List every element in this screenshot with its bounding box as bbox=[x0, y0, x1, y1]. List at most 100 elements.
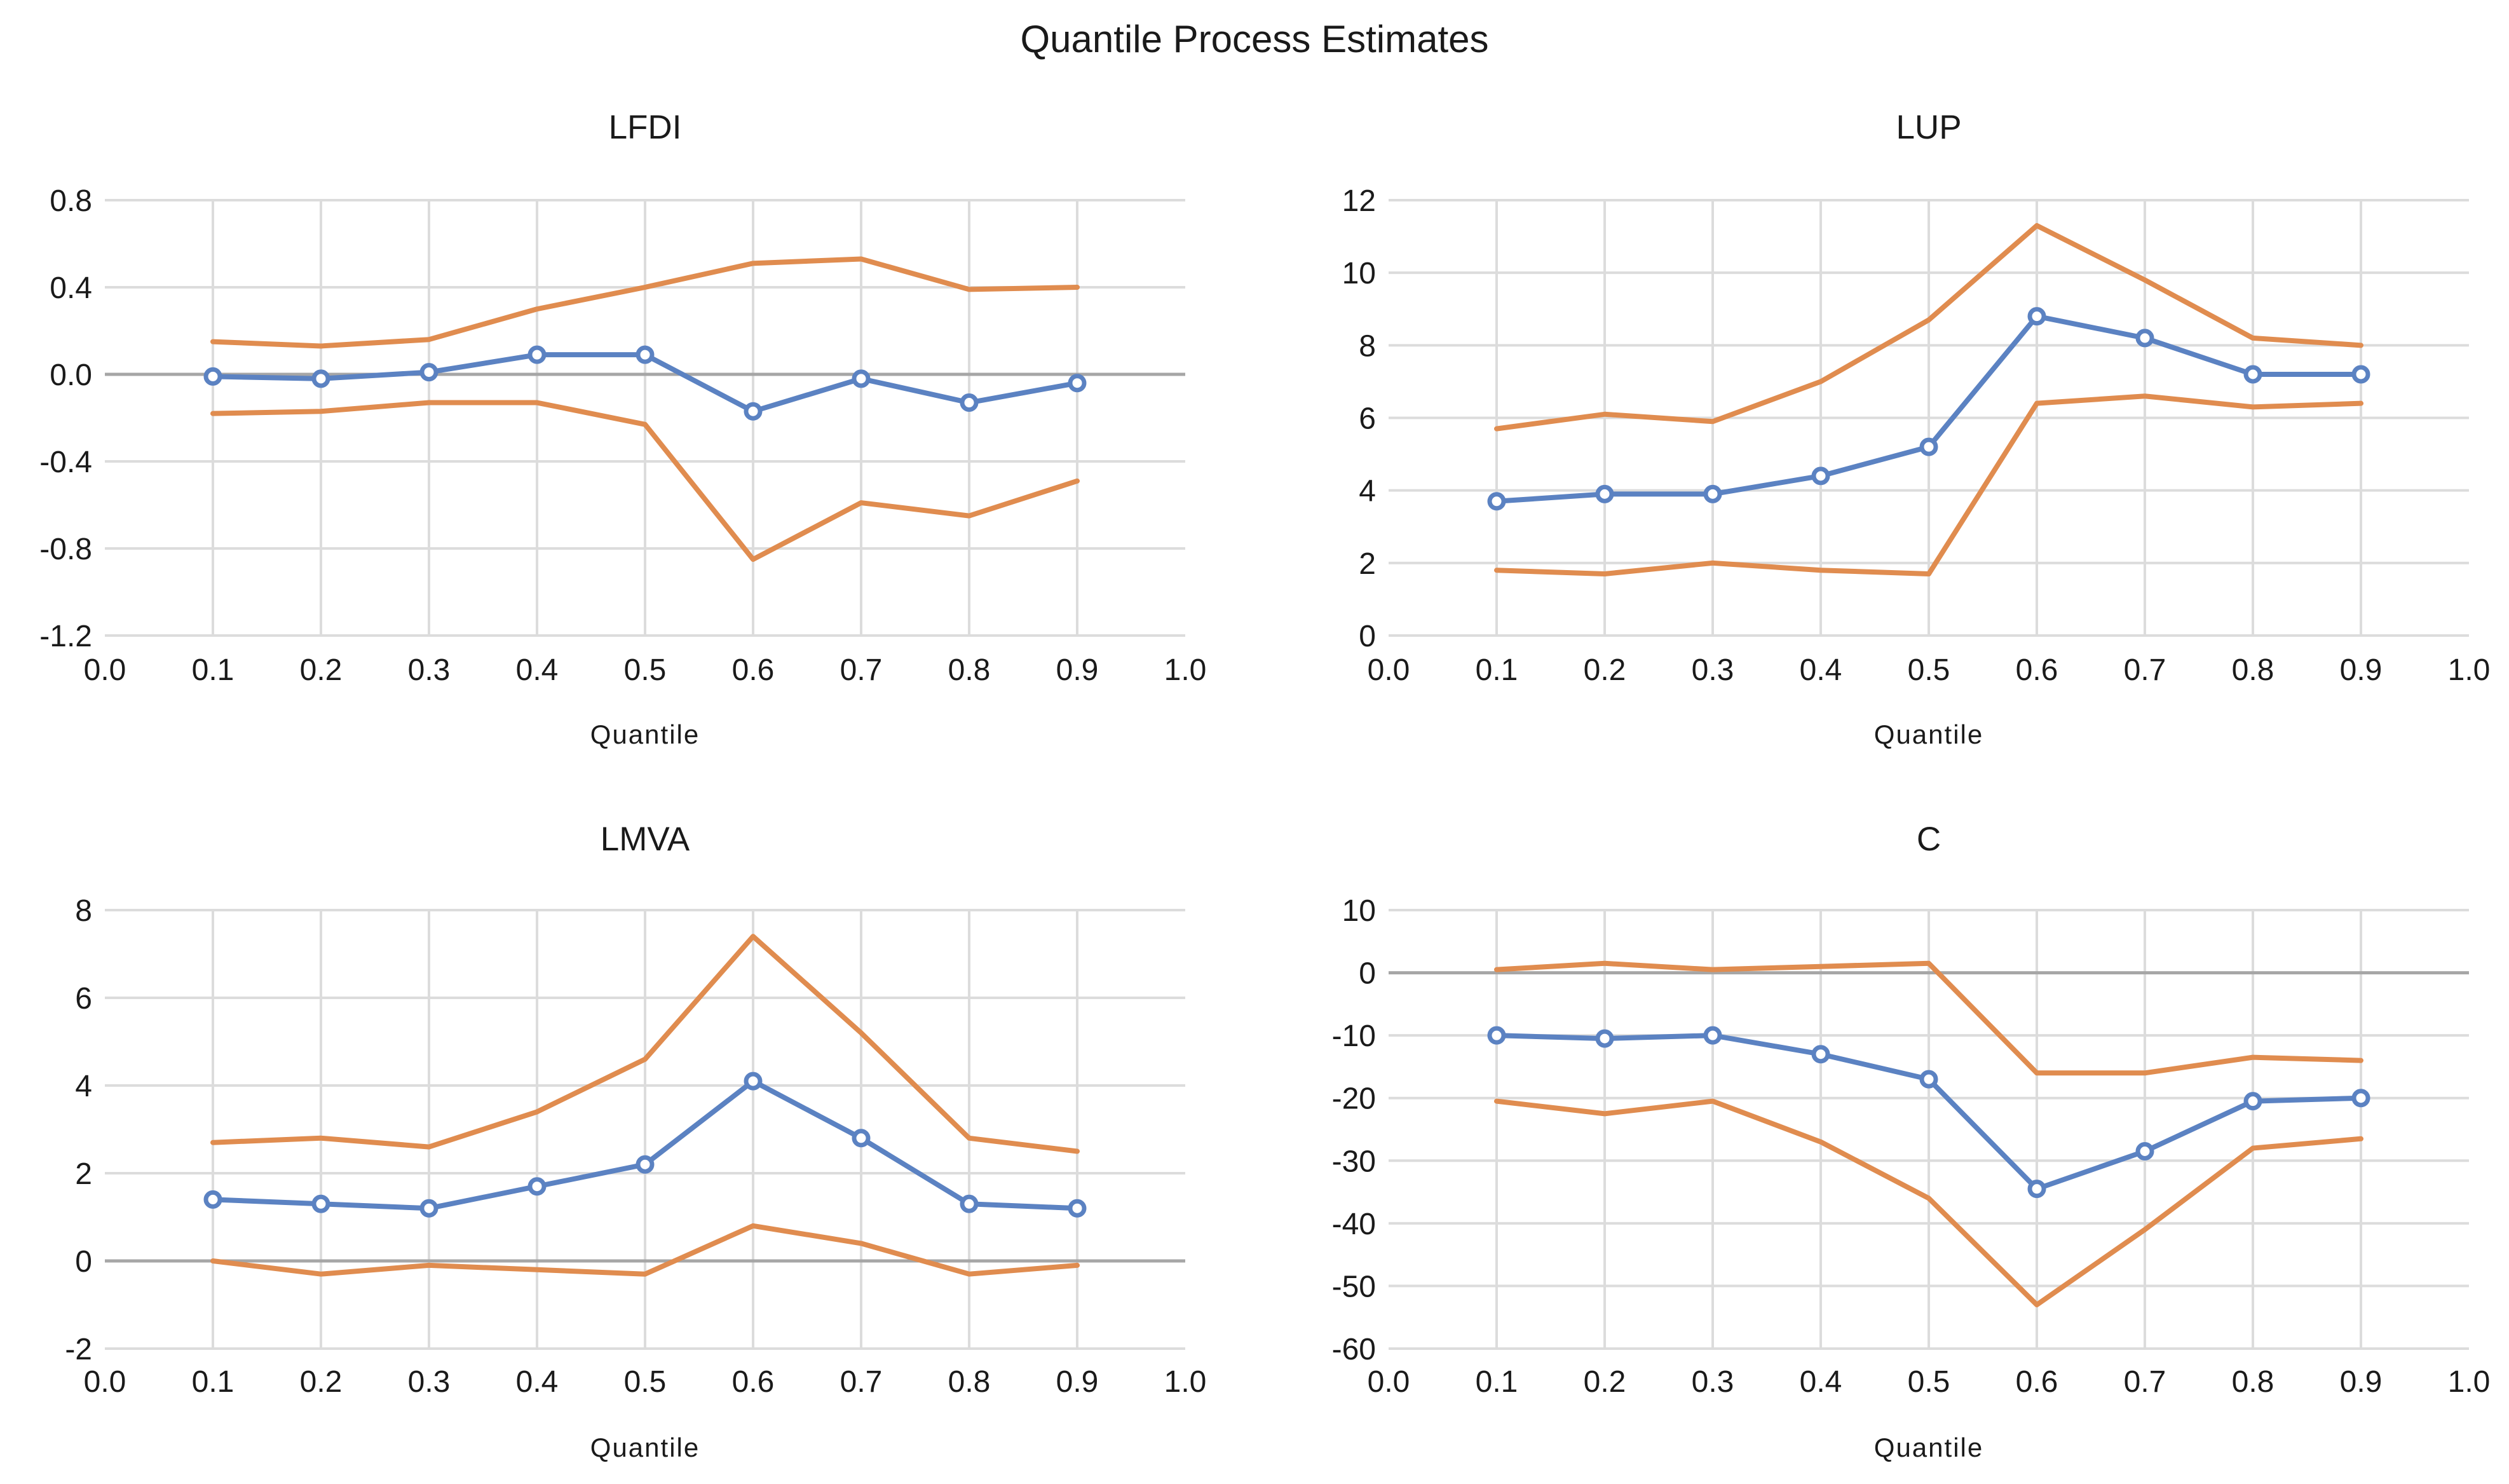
x-tick-label: 0.9 bbox=[1056, 1365, 1099, 1399]
estimate-point bbox=[311, 369, 330, 388]
x-tick-label: 0.0 bbox=[84, 1365, 126, 1399]
upper-bound-line bbox=[210, 934, 1080, 1154]
x-tick-label: 0.8 bbox=[948, 653, 991, 687]
x-tick-label: 0.9 bbox=[2340, 653, 2383, 687]
x-axis-label: Quantile bbox=[1874, 1433, 1983, 1462]
estimate-point bbox=[203, 367, 222, 386]
y-tick-label: 6 bbox=[75, 982, 92, 1016]
estimate-point bbox=[636, 345, 655, 364]
estimate-point bbox=[419, 1199, 439, 1218]
x-tick-label: 1.0 bbox=[2448, 1365, 2491, 1399]
x-tick-label: 0.0 bbox=[84, 653, 126, 687]
y-tick-label: 10 bbox=[1342, 257, 1376, 290]
y-tick-label: -2 bbox=[65, 1333, 92, 1366]
chart-panel-c: C 10 0 -10 -20 -30 -40 -50 -600.0 0.1 0.2 0.3 0.4 0.5… bbox=[1332, 820, 2491, 1462]
x-axis-label: Quantile bbox=[590, 1433, 700, 1462]
chart-panel-lup: LUP 12 10 8 6 4 2 00.0 0.1 0.2 0.3 0.4 0.5 0.6 0.7 0.8 0… bbox=[1342, 109, 2491, 749]
x-tick-label: 1.0 bbox=[1164, 1365, 1207, 1399]
estimate-point bbox=[2027, 307, 2046, 326]
panel-title: C bbox=[1917, 820, 1941, 858]
x-tick-label: 0.6 bbox=[732, 653, 775, 687]
y-tick-label: -1.2 bbox=[39, 620, 92, 653]
estimate-point bbox=[960, 1194, 979, 1213]
y-tick-label: -20 bbox=[1332, 1082, 1376, 1116]
panel-title: LMVA bbox=[601, 820, 690, 858]
lower-bound-line bbox=[210, 1223, 1080, 1277]
x-tick-label: 0.4 bbox=[516, 1365, 559, 1399]
x-tick-label: 0.9 bbox=[2340, 1365, 2383, 1399]
x-tick-label: 0.1 bbox=[1476, 1365, 1518, 1399]
estimate-point bbox=[2027, 1180, 2046, 1199]
x-tick-label: 0.9 bbox=[1056, 653, 1099, 687]
estimate-point bbox=[852, 369, 871, 388]
x-tick-label: 0.8 bbox=[2232, 1365, 2274, 1399]
x-tick-label: 0.0 bbox=[1368, 653, 1410, 687]
x-tick-label: 0.8 bbox=[948, 1365, 991, 1399]
estimate-point bbox=[1595, 484, 1614, 503]
estimate-point bbox=[1595, 1029, 1614, 1048]
y-tick-label: -10 bbox=[1332, 1019, 1376, 1053]
estimate-point bbox=[203, 1190, 222, 1209]
estimate-point bbox=[2135, 1142, 2154, 1161]
x-tick-label: 1.0 bbox=[2448, 653, 2491, 687]
x-tick-label: 0.7 bbox=[2124, 653, 2166, 687]
y-tick-label: 2 bbox=[1359, 547, 1376, 581]
lower-bound-line bbox=[1494, 1098, 2363, 1307]
x-tick-label: 0.5 bbox=[1908, 653, 1950, 687]
estimate-point bbox=[527, 1177, 547, 1196]
estimate-point bbox=[1487, 1026, 1506, 1045]
x-tick-label: 0.8 bbox=[2232, 653, 2274, 687]
x-tick-label: 0.2 bbox=[1584, 1365, 1626, 1399]
y-tick-label: 2 bbox=[75, 1157, 92, 1191]
x-tick-label: 0.6 bbox=[2016, 653, 2058, 687]
x-tick-label: 0.4 bbox=[1800, 1365, 1842, 1399]
y-tick-label: -0.4 bbox=[39, 446, 92, 479]
x-tick-label: 0.4 bbox=[1800, 653, 1842, 687]
x-tick-label: 0.0 bbox=[1368, 1365, 1410, 1399]
estimate-point bbox=[1068, 1199, 1087, 1218]
y-tick-label: 10 bbox=[1342, 894, 1376, 928]
x-tick-label: 0.6 bbox=[2016, 1365, 2058, 1399]
x-tick-label: 0.2 bbox=[300, 1365, 343, 1399]
estimate-point bbox=[744, 1072, 763, 1091]
x-tick-label: 0.7 bbox=[840, 653, 883, 687]
y-tick-label: -50 bbox=[1332, 1270, 1376, 1304]
x-tick-label: 0.3 bbox=[408, 653, 451, 687]
x-tick-label: 0.5 bbox=[624, 653, 667, 687]
y-tick-label: -0.8 bbox=[39, 533, 92, 566]
x-tick-label: 0.4 bbox=[516, 653, 559, 687]
y-tick-label: 6 bbox=[1359, 402, 1376, 436]
panel-title: LFDI bbox=[609, 109, 682, 146]
x-tick-label: 0.3 bbox=[408, 1365, 451, 1399]
y-tick-label: -40 bbox=[1332, 1208, 1376, 1241]
estimate-point bbox=[1811, 1045, 1830, 1064]
estimate-point bbox=[636, 1155, 655, 1174]
lower-bound-line bbox=[1494, 393, 2363, 576]
y-tick-label: 8 bbox=[75, 894, 92, 928]
x-tick-label: 0.7 bbox=[840, 1365, 883, 1399]
y-tick-label: 0 bbox=[1359, 620, 1376, 653]
estimate-point bbox=[1703, 484, 1722, 503]
x-tick-label: 0.3 bbox=[1692, 653, 1734, 687]
x-tick-label: 0.3 bbox=[1692, 1365, 1734, 1399]
x-tick-label: 0.2 bbox=[1584, 653, 1626, 687]
estimate-point bbox=[960, 393, 979, 412]
estimate-point bbox=[527, 345, 547, 364]
estimate-point bbox=[2135, 329, 2154, 348]
x-tick-label: 0.5 bbox=[624, 1365, 667, 1399]
estimate-point bbox=[2243, 1092, 2262, 1111]
x-tick-label: 0.1 bbox=[1476, 653, 1518, 687]
estimate-point bbox=[1487, 492, 1506, 511]
y-tick-label: -60 bbox=[1332, 1333, 1376, 1366]
upper-bound-line bbox=[210, 256, 1080, 349]
y-tick-label: 0.8 bbox=[50, 184, 92, 218]
estimate-point bbox=[2351, 1089, 2370, 1108]
x-tick-label: 0.1 bbox=[192, 653, 235, 687]
x-tick-label: 1.0 bbox=[1164, 653, 1207, 687]
x-tick-label: 0.7 bbox=[2124, 1365, 2166, 1399]
estimate-point bbox=[2351, 365, 2370, 384]
panel-title: LUP bbox=[1896, 109, 1961, 146]
